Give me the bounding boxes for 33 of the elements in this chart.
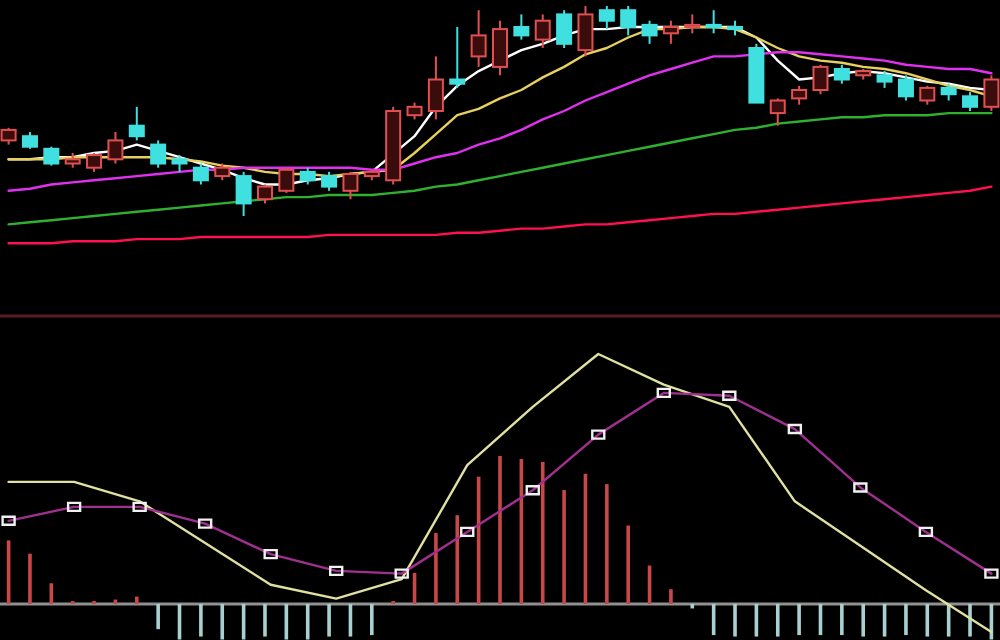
candlestick <box>705 9 722 35</box>
candlestick <box>150 139 167 169</box>
candlestick <box>641 19 658 45</box>
candlestick <box>342 170 359 201</box>
candlestick <box>556 9 573 49</box>
candlestick <box>598 5 615 31</box>
candlestick <box>897 74 914 102</box>
candlestick <box>235 170 252 217</box>
candlestick <box>128 105 145 142</box>
candlestick <box>492 19 508 77</box>
candlestick <box>769 97 786 127</box>
candlestick <box>470 9 487 68</box>
candlestick <box>962 91 979 112</box>
candlestick <box>662 19 679 45</box>
candlestick <box>577 5 594 58</box>
candlestick <box>620 5 637 37</box>
candlestick <box>192 162 209 186</box>
candlestick <box>427 55 444 121</box>
candlestick <box>321 170 338 192</box>
candlestick <box>43 145 60 167</box>
candlestick <box>256 183 273 205</box>
candlestick <box>449 26 466 89</box>
candlestick <box>983 74 1000 112</box>
candlestick <box>833 63 850 85</box>
candlestick <box>791 84 808 106</box>
candlestick <box>684 13 701 35</box>
candlestick <box>513 13 530 41</box>
candlestick <box>534 13 551 49</box>
candlestick <box>278 166 295 194</box>
candlestick <box>919 84 936 106</box>
candlestick <box>86 152 103 173</box>
candlestick <box>812 63 829 96</box>
candlestick <box>107 131 124 165</box>
